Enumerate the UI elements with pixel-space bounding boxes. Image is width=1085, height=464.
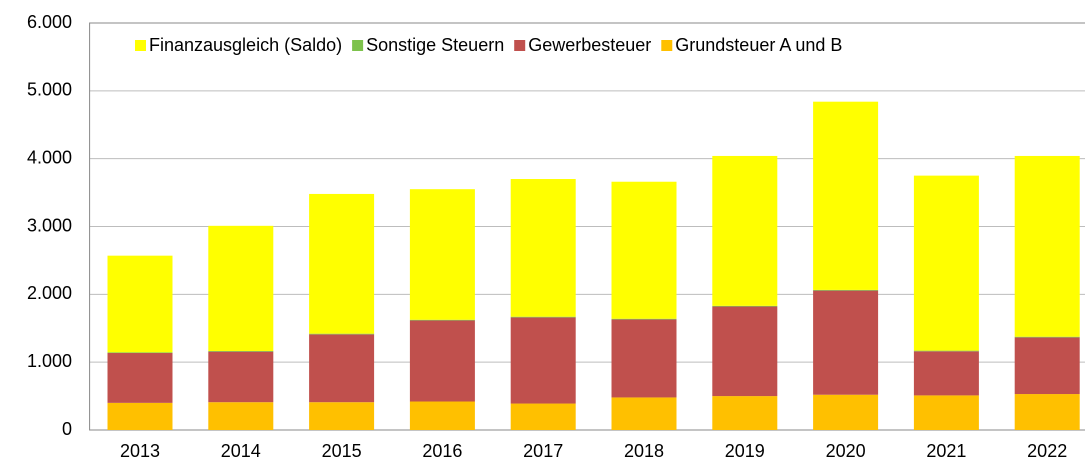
bar-segment [1014,155,1080,337]
bar-segment [107,353,173,403]
bar-segment [107,352,173,354]
y-tick-label: 5.000 [27,80,72,100]
bar-segment [611,319,677,398]
x-tick-label: 2015 [322,441,362,461]
plot-border [89,22,1085,431]
bar-segment [409,320,475,402]
bar-segment [712,155,778,306]
bar-segment [913,350,979,352]
legend-label: Gewerbesteuer [528,35,651,55]
y-tick-label: 2.000 [27,283,72,303]
y-tick-label: 6.000 [27,12,72,32]
bar-segment [913,175,979,351]
legend-label: Grundsteuer A und B [675,35,842,55]
bar-segment [611,397,677,430]
bar-segment [309,334,375,403]
bar-segment [1014,337,1080,395]
bar-segment [409,401,475,430]
y-tick-label: 1.000 [27,351,72,371]
x-tick-label: 2022 [1027,441,1067,461]
legend-swatch [661,40,673,51]
y-tick-label: 4.000 [27,147,72,167]
bar-segment [913,395,979,430]
bar-segment [409,319,475,321]
bar-segment [510,317,576,404]
bar-segment [208,402,274,430]
bar-segment [712,306,778,397]
y-tick-label: 0 [62,419,72,439]
x-tick-label: 2017 [523,441,563,461]
bar-segment [208,350,274,352]
bar-segment [409,189,475,320]
bar-segment [712,396,778,430]
bar-segment [510,403,576,430]
bar-segment [309,333,375,335]
bar-segment [510,316,576,318]
bar-segment [611,181,677,319]
bar-segment [813,101,879,290]
x-tick-label: 2020 [826,441,866,461]
bar-segment [107,402,173,430]
y-tick-label: 3.000 [27,215,72,235]
bar-segment [611,318,677,320]
bar-segment [510,179,576,317]
legend-swatch [514,40,526,51]
bar-segment [1014,394,1080,430]
bar-segment [813,394,879,430]
legend-swatch [352,40,364,51]
bar-segment [1014,336,1080,338]
legend-label: Finanzausgleich (Saldo) [149,35,342,55]
bar-segment [208,225,274,351]
x-tick-label: 2013 [120,441,160,461]
x-tick-label: 2014 [221,441,261,461]
x-tick-label: 2019 [725,441,765,461]
x-tick-label: 2018 [624,441,664,461]
x-tick-label: 2021 [926,441,966,461]
bar-segment [813,290,879,395]
bar-segment [813,289,879,291]
x-tick-label: 2016 [422,441,462,461]
bar-segment [913,351,979,396]
bar-segment [309,193,375,334]
bar-segment [712,305,778,307]
legend-swatch [135,40,146,51]
bar-segment [309,402,375,430]
bar-segment [107,255,173,353]
legend-label: Sonstige Steuern [366,35,504,55]
bar-segment [208,351,274,403]
